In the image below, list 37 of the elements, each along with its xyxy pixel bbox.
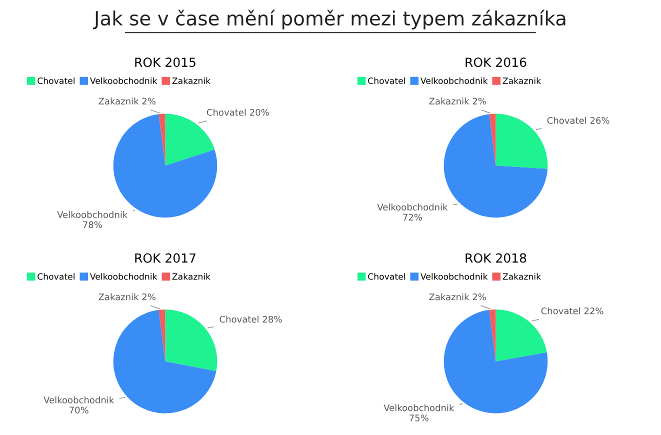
category-label: Chovatel 22% xyxy=(541,307,604,314)
pie-slice xyxy=(158,309,166,362)
legend-label: Zakaznik xyxy=(502,77,542,84)
legend-label: Velkoobchodnik xyxy=(90,77,158,84)
chart-title: ROK 2017 xyxy=(135,253,196,263)
category-label: Chovatel 28% xyxy=(220,316,282,323)
legend-label: Chovatel xyxy=(368,77,405,84)
category-label: Zakaznik 2% xyxy=(98,293,156,300)
pie-slice xyxy=(113,310,216,414)
pie-slice xyxy=(165,309,218,372)
category-label: Chovatel 20% xyxy=(206,108,269,116)
category-label: Zakaznik 2% xyxy=(429,98,486,105)
pie-slice xyxy=(496,114,548,169)
legend-label: Chovatel xyxy=(38,273,74,280)
data-label: 72% xyxy=(403,214,422,221)
legend-label: Zakaznik xyxy=(502,273,542,280)
chart-title: ROK 2018 xyxy=(466,253,526,263)
chart-title: ROK 2016 xyxy=(466,58,526,67)
legend-label: Velkoobchodnik xyxy=(420,273,488,280)
category-label: Zakaznik 2% xyxy=(429,293,486,300)
legend-label: Velkoobchodnik xyxy=(420,77,488,84)
slice-label: Velkoobchodnik xyxy=(384,404,454,412)
slice-label: Velkoobchodnik xyxy=(57,211,128,218)
category-label: Zakaznik 2% xyxy=(98,98,156,105)
slice-label: Velkoobchodnik xyxy=(377,204,448,211)
text: Jak se v čase mění poměr mezi typem zákazníka xyxy=(92,10,566,30)
legend-label: Chovatel xyxy=(368,273,405,280)
legend-label: Velkoobchodnik xyxy=(90,273,158,280)
slice-label: Velkoobchodnik xyxy=(44,396,114,404)
chart-title: ROK 2015 xyxy=(135,58,196,67)
data-label: 70% xyxy=(70,406,88,414)
category-label: Chovatel 26% xyxy=(547,116,610,124)
legend-label: Chovatel xyxy=(38,77,74,84)
data-label: 75% xyxy=(410,414,428,422)
legend-label: Zakaznik xyxy=(172,273,211,280)
legend-label: Zakaznik xyxy=(172,77,211,84)
data-label: 78% xyxy=(83,221,102,228)
